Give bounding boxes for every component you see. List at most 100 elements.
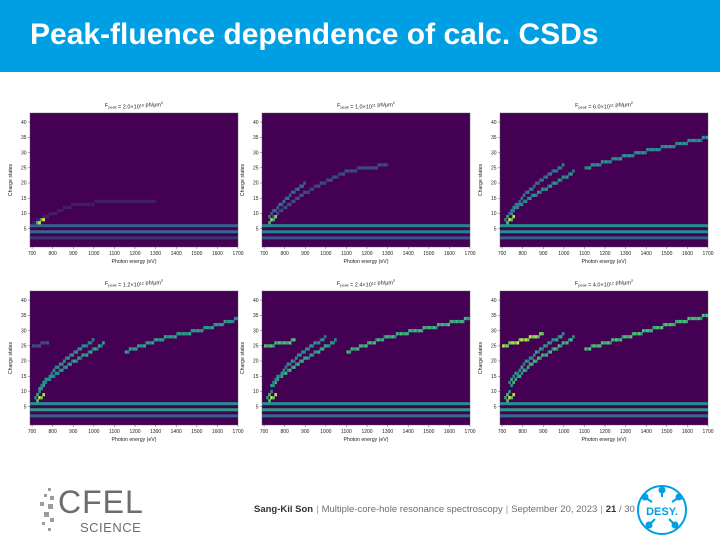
ridge-cell bbox=[289, 369, 292, 372]
ridge-cell bbox=[332, 341, 335, 344]
x-tick-label: 1100 bbox=[341, 251, 352, 257]
ridge-cell bbox=[86, 353, 89, 356]
x-axis-label: Photon energy (eV) bbox=[344, 437, 389, 443]
ridge-cell bbox=[556, 338, 559, 341]
ridge-cell bbox=[135, 347, 138, 350]
ridge-cell bbox=[307, 347, 310, 350]
ridge-cell bbox=[270, 390, 273, 393]
y-tick-label: 15 bbox=[253, 374, 259, 380]
ridge-cell bbox=[301, 360, 304, 363]
ridge-cell bbox=[46, 378, 49, 381]
ridge-cell bbox=[556, 169, 559, 172]
y-tick-label: 5 bbox=[494, 404, 497, 410]
ridge-cell bbox=[519, 375, 522, 378]
x-tick-label: 1000 bbox=[88, 429, 99, 435]
y-tick-label: 15 bbox=[491, 374, 497, 380]
y-tick-label: 25 bbox=[491, 166, 497, 172]
y-tick-label: 25 bbox=[253, 344, 259, 350]
ridge-cell bbox=[278, 375, 281, 378]
ridge-cell bbox=[560, 335, 563, 338]
ridge-cell bbox=[299, 353, 302, 356]
x-tick-label: 1300 bbox=[150, 429, 161, 435]
y-tick-label: 30 bbox=[491, 328, 497, 334]
ridge-cell bbox=[293, 366, 296, 369]
ridge-cell bbox=[527, 191, 530, 194]
x-tick-label: 700 bbox=[28, 429, 37, 435]
ridge-cell bbox=[406, 332, 409, 335]
ridge-cell bbox=[61, 363, 64, 366]
ridge-cell bbox=[174, 335, 177, 338]
y-tick-label: 5 bbox=[24, 404, 27, 410]
desy-logo-icon: DESY. bbox=[636, 484, 688, 536]
ridge-cell bbox=[630, 335, 633, 338]
csd-panel-4: Fpeak = 1.2×1012 ph/μm2 700 800 900 1000 1100… bbox=[6, 276, 242, 452]
x-tick-label: 800 bbox=[48, 251, 57, 257]
ridge-cell bbox=[539, 356, 542, 359]
ridge-cell bbox=[556, 347, 559, 350]
ridge-cell bbox=[222, 323, 225, 326]
x-tick-label: 1400 bbox=[403, 429, 414, 435]
ridge-cell bbox=[57, 366, 60, 369]
ridge-cell bbox=[506, 215, 509, 218]
ridge-cell bbox=[421, 329, 424, 332]
x-axis-label: Photon energy (eV) bbox=[582, 437, 627, 443]
x-tick-label: 700 bbox=[260, 429, 269, 435]
x-tick-label: 1000 bbox=[88, 251, 99, 257]
x-axis-label: Photon energy (eV) bbox=[344, 259, 389, 265]
ridge-cell bbox=[293, 360, 296, 363]
x-tick-label: 1500 bbox=[661, 429, 672, 435]
ridge-cell bbox=[640, 332, 643, 335]
y-tick-label: 25 bbox=[21, 344, 27, 350]
x-tick-label: 700 bbox=[28, 251, 37, 257]
y-tick-label: 35 bbox=[21, 313, 27, 319]
ridge-cell bbox=[143, 344, 146, 347]
ridge-cell bbox=[53, 369, 56, 372]
ridge-cell bbox=[533, 353, 536, 356]
ridge-cell bbox=[650, 329, 653, 332]
x-tick-label: 1700 bbox=[464, 429, 475, 435]
footer-author: Sang-Kil Son bbox=[254, 504, 313, 515]
ridge-cell bbox=[51, 372, 54, 375]
ridge-cell bbox=[659, 148, 662, 151]
x-tick-label: 1100 bbox=[109, 429, 120, 435]
ridge-cell bbox=[589, 347, 592, 350]
x-tick-label: 1000 bbox=[320, 251, 331, 257]
x-tick-label: 1000 bbox=[558, 251, 569, 257]
x-tick-label: 800 bbox=[280, 429, 289, 435]
ridge-cell bbox=[514, 378, 517, 381]
ridge-cell bbox=[556, 182, 559, 185]
ridge-cell bbox=[504, 396, 507, 399]
y-tick-label: 30 bbox=[253, 328, 259, 334]
ridge-cell bbox=[53, 375, 56, 378]
x-tick-label: 1300 bbox=[382, 429, 393, 435]
ridge-cell bbox=[38, 221, 41, 224]
y-tick-label: 35 bbox=[253, 313, 259, 319]
ridge-cell bbox=[510, 396, 513, 399]
ridge-cell bbox=[311, 344, 314, 347]
ridge-cell bbox=[609, 160, 612, 163]
ridge-cell bbox=[297, 197, 300, 200]
charge-band bbox=[30, 408, 238, 411]
footer-info: Sang-Kil Son | Multiple-core-hole resonanc… bbox=[254, 504, 624, 515]
x-tick-label: 1000 bbox=[320, 429, 331, 435]
ridge-cell bbox=[46, 215, 49, 218]
y-tick-label: 10 bbox=[253, 211, 259, 217]
x-tick-label: 700 bbox=[260, 251, 269, 257]
ridge-cell bbox=[510, 378, 513, 381]
x-tick-label: 1600 bbox=[444, 251, 455, 257]
footer-talk-title: Multiple-core-hole resonance spectroscop… bbox=[322, 504, 503, 515]
x-tick-label: 1400 bbox=[171, 429, 182, 435]
heatmap-svg: Fpeak = 1.2×1012 ph/μm2700 800 900 1000 1100… bbox=[6, 276, 242, 452]
ridge-cell bbox=[92, 338, 95, 341]
x-tick-label: 1400 bbox=[171, 251, 182, 257]
ridge-cell bbox=[521, 203, 524, 206]
ridge-cell bbox=[307, 356, 310, 359]
ridge-cell bbox=[373, 341, 376, 344]
x-tick-label: 800 bbox=[518, 429, 527, 435]
y-tick-label: 20 bbox=[491, 181, 497, 187]
ridge-cell bbox=[34, 396, 37, 399]
ridge-cell bbox=[86, 344, 89, 347]
ridge-cell bbox=[69, 206, 72, 209]
ridge-cell bbox=[274, 393, 277, 396]
desy-logo-text: DESY. bbox=[646, 506, 678, 518]
